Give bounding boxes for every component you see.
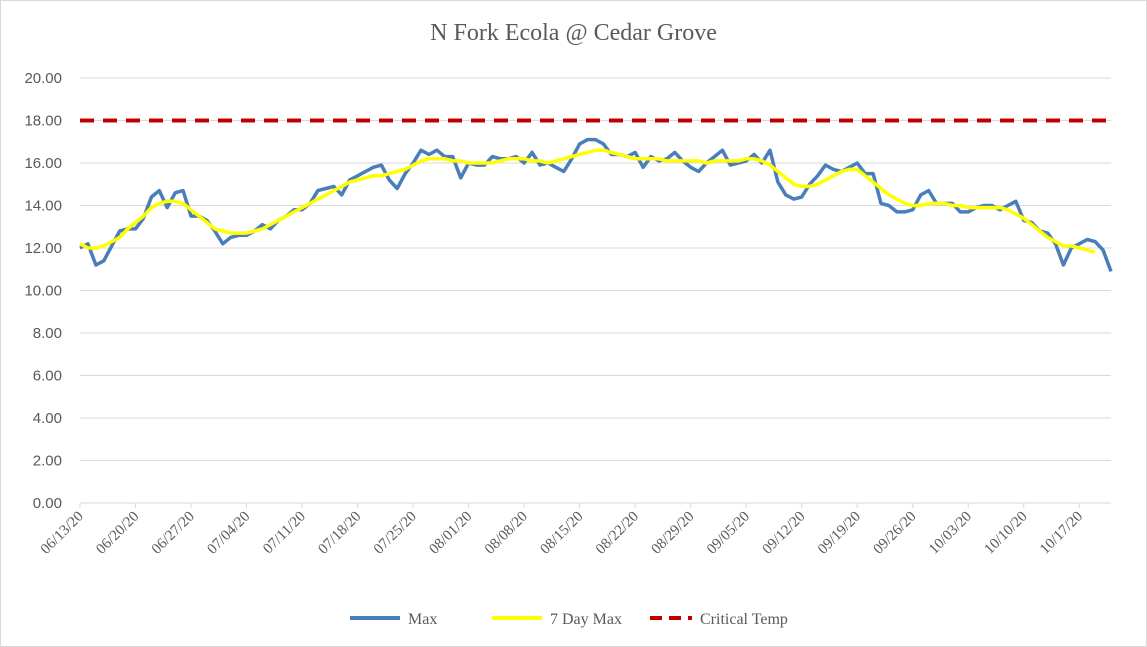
series-line-7-day-max (79, 148, 1096, 254)
x-tick-label: 06/27/20 (149, 509, 198, 558)
x-tick-label: 10/03/20 (926, 509, 975, 558)
x-tick-label: 08/15/20 (537, 509, 586, 558)
series-lines (79, 118, 1113, 273)
y-tick-label: 6.00 (33, 368, 62, 385)
y-axis-ticks: 0.00 2.00 4.00 6.00 8.00 10.00 12.00 14.00 16.00… (24, 70, 62, 512)
y-tick-label: 8.00 (33, 325, 62, 342)
x-tick-label: 06/20/20 (93, 509, 142, 558)
y-tick-label: 10.00 (24, 283, 62, 300)
x-tick-label: 10/17/20 (1037, 509, 1086, 558)
legend: Max 7 Day Max Critical Temp (350, 611, 788, 628)
x-tick-label: 08/01/20 (426, 509, 475, 558)
y-tick-label: 16.00 (24, 155, 62, 172)
x-axis-ticks: 06/13/20 06/20/20 06/27/20 07/04/20 07/11/20… (38, 503, 1086, 558)
x-tick-label: 09/05/20 (704, 509, 753, 558)
x-tick-label: 08/08/20 (482, 509, 531, 558)
y-tick-label: 14.00 (24, 198, 62, 215)
gridlines (80, 77, 1111, 504)
y-tick-label: 0.00 (33, 495, 62, 512)
x-tick-label: 10/10/20 (982, 509, 1031, 558)
x-tick-label: 08/29/20 (648, 509, 697, 558)
x-tick-label: 07/18/20 (315, 509, 364, 558)
x-tick-label: 09/26/20 (871, 509, 920, 558)
legend-label: Max (408, 611, 437, 628)
x-tick-label: 09/12/20 (759, 509, 808, 558)
x-tick-label: 07/25/20 (371, 509, 420, 558)
y-tick-label: 20.00 (24, 70, 62, 87)
x-tick-label: 07/11/20 (260, 509, 309, 558)
x-tick-label: 07/04/20 (204, 509, 253, 558)
y-tick-label: 2.00 (33, 453, 62, 470)
y-tick-label: 12.00 (24, 240, 62, 257)
legend-label: 7 Day Max (550, 611, 622, 628)
chart-title: N Fork Ecola @ Cedar Grove (430, 20, 717, 46)
y-tick-label: 4.00 (33, 410, 62, 427)
y-tick-label: 18.00 (24, 113, 62, 130)
x-tick-label: 06/13/20 (38, 509, 87, 558)
legend-label: Critical Temp (700, 611, 788, 628)
x-tick-label: 09/19/20 (815, 509, 864, 558)
x-tick-label: 08/22/20 (593, 509, 642, 558)
